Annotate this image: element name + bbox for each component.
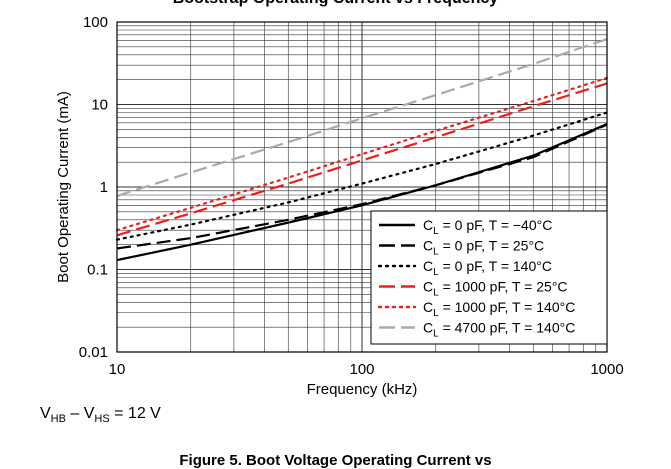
legend-label-6: CL = 4700 pF, T = 140°C [423, 320, 575, 340]
legend-box [370, 210, 608, 345]
x-tick-label: 10 [109, 361, 126, 378]
plot-frame [116, 21, 608, 353]
legend-label-5: CL = 1000 pF, T = 140°C [423, 299, 575, 319]
legend-label-2: CL = 0 pF, T = 25°C [423, 238, 544, 258]
y-axis-label: Boot Operating Current (mA) [55, 91, 72, 283]
series-line-3 [115, 111, 609, 241]
y-tick-label: 10 [91, 97, 108, 114]
figure-caption: Figure 5. Boot Voltage Operating Current… [179, 452, 492, 469]
series-line-5 [115, 76, 609, 232]
voltage-condition: VHB – VHS = 12 V [40, 405, 161, 426]
x-tick-label: 1000 [590, 361, 623, 378]
figure-top-title: Bootstrap Operating Current vs Frequency [0, 0, 671, 8]
y-tick-label: 0.01 [79, 344, 108, 361]
series-line-1 [116, 123, 608, 262]
y-tick-label: 1 [100, 179, 108, 196]
legend-label-4: CL = 1000 pF, T = 25°C [423, 279, 568, 299]
series-line-2 [116, 123, 608, 250]
y-tick-label: 0.1 [87, 262, 108, 279]
legend-label-1: CL = 0 pF, T = −40°C [423, 217, 552, 237]
legend-label-3: CL = 0 pF, T = 140°C [423, 258, 552, 278]
x-axis-label: Frequency (kHz) [307, 381, 418, 398]
x-tick-label: 100 [349, 361, 374, 378]
y-tick-label: 100 [83, 14, 108, 31]
